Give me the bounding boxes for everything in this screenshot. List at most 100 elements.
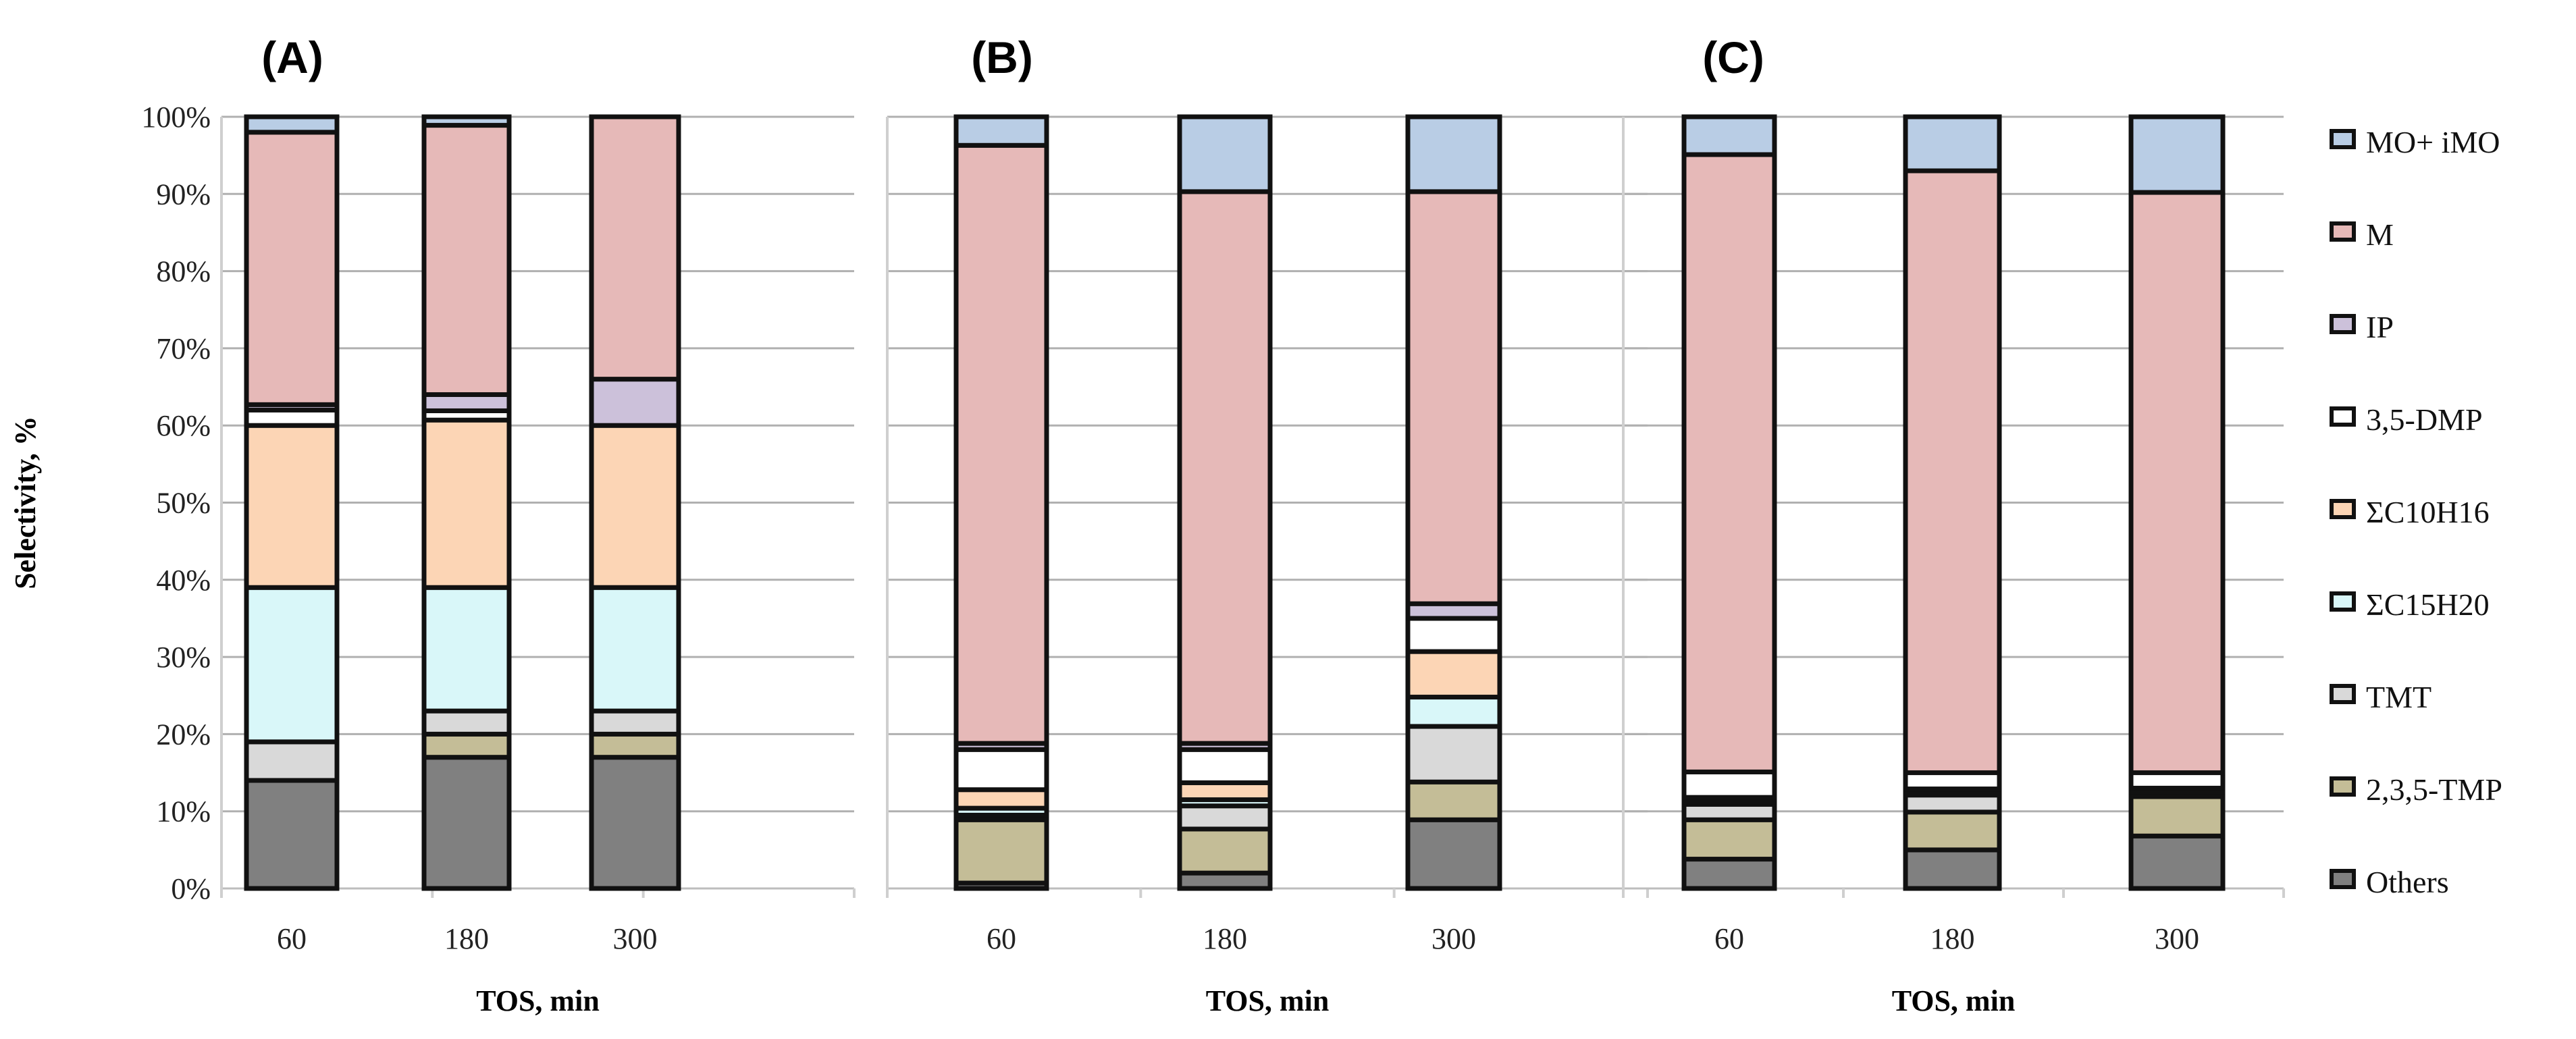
y-tick-label: 90% — [156, 178, 211, 211]
bar-segment-mo-imo — [1681, 114, 1777, 157]
y-tick-label: 10% — [156, 795, 211, 828]
legend-label: M — [2366, 217, 2394, 252]
bar-segment-m — [1903, 168, 2002, 776]
y-axis-label: Selectivity, % — [9, 416, 42, 589]
x-axis-label: TOS, min — [1206, 984, 1330, 1017]
bar-segment-2-3-5-tmp — [1405, 779, 1502, 822]
bar-segment-tmt — [1903, 793, 2002, 815]
legend-swatch — [2330, 129, 2356, 149]
bar-segment-3-5-dmp — [953, 747, 1049, 793]
bar-segment-mo-imo — [1405, 114, 1502, 194]
bar-segment-others — [589, 755, 681, 891]
legend-label: ΣC10H16 — [2366, 495, 2490, 529]
bar-segment-ip — [421, 392, 512, 413]
y-tick-label: 0% — [171, 872, 211, 905]
bar-segment-tmt — [421, 708, 512, 737]
legend-swatch — [2330, 499, 2356, 519]
bar-segment--c15h20 — [421, 585, 512, 714]
bar-segment-others — [244, 778, 340, 891]
x-tick-label: 180 — [444, 922, 489, 955]
bar-segment-ip — [589, 377, 681, 428]
bar-segment-m — [1405, 189, 1502, 606]
bar-segment-m — [1681, 152, 1777, 774]
bar-segment-2-3-5-tmp — [589, 731, 681, 760]
x-tick-label: 180 — [1930, 922, 1975, 955]
x-tick-label: 60 — [277, 922, 307, 955]
legend-swatch — [2330, 776, 2356, 797]
legend-swatch — [2330, 869, 2356, 889]
legend-label: TMT — [2366, 680, 2432, 714]
bar-segment--c15h20 — [1405, 695, 1502, 729]
bar-segment--c15h20 — [589, 585, 681, 714]
bar-segment-tmt — [589, 708, 681, 737]
bar-segment--c10h16 — [953, 787, 1049, 811]
y-tick-label: 100% — [141, 101, 211, 134]
x-tick-label: 180 — [1203, 922, 1247, 955]
panel-title: (A) — [261, 32, 323, 82]
legend-label: 3,5-DMP — [2366, 402, 2483, 437]
y-tick-label: 80% — [156, 255, 211, 288]
bar-segment-mo-imo — [1903, 114, 2002, 174]
x-axis-label: TOS, min — [476, 984, 600, 1017]
bar-segment-2-3-5-tmp — [2128, 794, 2226, 838]
bar-segment-tmt — [244, 739, 340, 783]
bar-segment-others — [2128, 833, 2226, 891]
bar-segment-3-5-dmp — [1177, 747, 1273, 785]
legend-swatch — [2330, 591, 2356, 612]
legend-swatch — [2330, 684, 2356, 704]
bar-segment-2-3-5-tmp — [421, 731, 512, 760]
y-tick-label: 50% — [156, 487, 211, 520]
bar-segment-m — [1177, 189, 1273, 746]
y-tick-label: 30% — [156, 641, 211, 674]
y-tick-label: 70% — [156, 332, 211, 365]
bar-segment-m — [421, 123, 512, 397]
x-tick-label: 300 — [1431, 922, 1476, 955]
bar-segment-2-3-5-tmp — [1903, 809, 2002, 853]
panel-title: (C) — [1702, 32, 1764, 82]
y-tick-label: 60% — [156, 409, 211, 442]
bar-segment--c15h20 — [244, 585, 340, 745]
legend-label: Others — [2366, 865, 2449, 899]
bar-segment-3-5-dmp — [1405, 616, 1502, 654]
bar-segment-m — [953, 142, 1049, 746]
bar-segment-m — [589, 114, 681, 382]
x-tick-label: 300 — [613, 922, 658, 955]
bar-segment-2-3-5-tmp — [953, 817, 1049, 886]
y-tick-label: 20% — [156, 718, 211, 751]
legend-label: ΣC15H20 — [2366, 587, 2490, 622]
y-tick-label: 40% — [156, 564, 211, 597]
x-tick-label: 60 — [987, 922, 1016, 955]
bar-segment--c10h16 — [1405, 649, 1502, 700]
bar-segment-mo-imo — [244, 114, 340, 135]
bar-segment-others — [421, 755, 512, 891]
bar-segment--c10h16 — [421, 417, 512, 590]
legend-swatch — [2330, 221, 2356, 242]
bar-segment-2-3-5-tmp — [1681, 817, 1777, 862]
bar-segment-mo-imo — [1177, 114, 1273, 194]
legend-label: MO+ iMO — [2366, 125, 2500, 159]
bar-segment--c10h16 — [244, 423, 340, 590]
bar-segment-mo-imo — [421, 114, 512, 128]
x-tick-label: 60 — [1714, 922, 1744, 955]
bar-segment-3-5-dmp — [1903, 770, 2002, 792]
panel-title: (B) — [971, 32, 1033, 82]
bar-segment-m — [2128, 190, 2226, 776]
bar-segment-others — [1681, 857, 1777, 891]
legend-label: 2,3,5-TMP — [2366, 772, 2502, 807]
bar-segment-mo-imo — [2128, 114, 2226, 195]
bar-segment--c10h16 — [1177, 780, 1273, 803]
bar-segment-others — [1405, 817, 1502, 891]
legend-swatch — [2330, 314, 2356, 334]
legend-swatch — [2330, 406, 2356, 427]
bar-segment-3-5-dmp — [1681, 769, 1777, 800]
bar-segment-2-3-5-tmp — [1177, 826, 1273, 876]
x-axis-label: TOS, min — [1892, 984, 2016, 1017]
bar-segment-others — [1903, 847, 2002, 891]
bar-segment--c10h16 — [589, 423, 681, 590]
bar-segment-m — [244, 130, 340, 407]
legend-label: IP — [2366, 310, 2394, 344]
x-tick-label: 300 — [2155, 922, 2199, 955]
bar-segment-tmt — [1405, 724, 1502, 784]
bar-segment-tmt — [1177, 803, 1273, 832]
